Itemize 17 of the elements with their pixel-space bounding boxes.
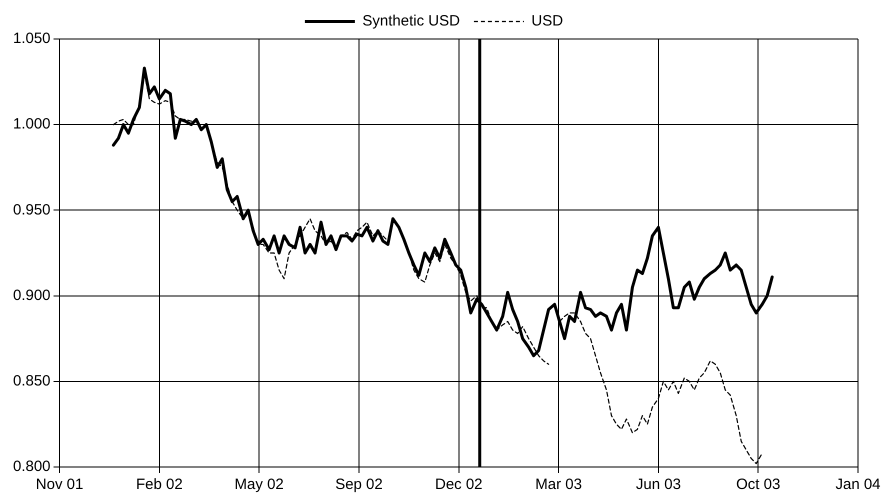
y-tick-label: 0.950 xyxy=(12,201,51,218)
legend-label: USD xyxy=(531,12,564,30)
y-tick-label: 0.800 xyxy=(12,458,51,476)
x-tick-label: Jun 03 xyxy=(636,476,681,494)
x-tick-label: Mar 03 xyxy=(535,476,582,494)
x-tick-label: Nov 01 xyxy=(36,476,84,494)
x-tick-label: May 02 xyxy=(234,476,284,494)
x-tick-label: Feb 02 xyxy=(136,476,183,494)
y-tick-label: 0.850 xyxy=(12,372,51,390)
x-tick-label: Jan 04 xyxy=(835,476,881,494)
y-tick-label: 1.000 xyxy=(12,116,51,133)
y-tick-label: 0.900 xyxy=(12,286,51,304)
legend-label: Synthetic USD xyxy=(362,12,460,30)
y-tick-label: 1.050 xyxy=(12,30,51,48)
x-tick-label: Dec 02 xyxy=(435,476,483,494)
x-tick-label: Sep 02 xyxy=(335,476,383,494)
x-tick-label: Oct 03 xyxy=(736,476,780,494)
